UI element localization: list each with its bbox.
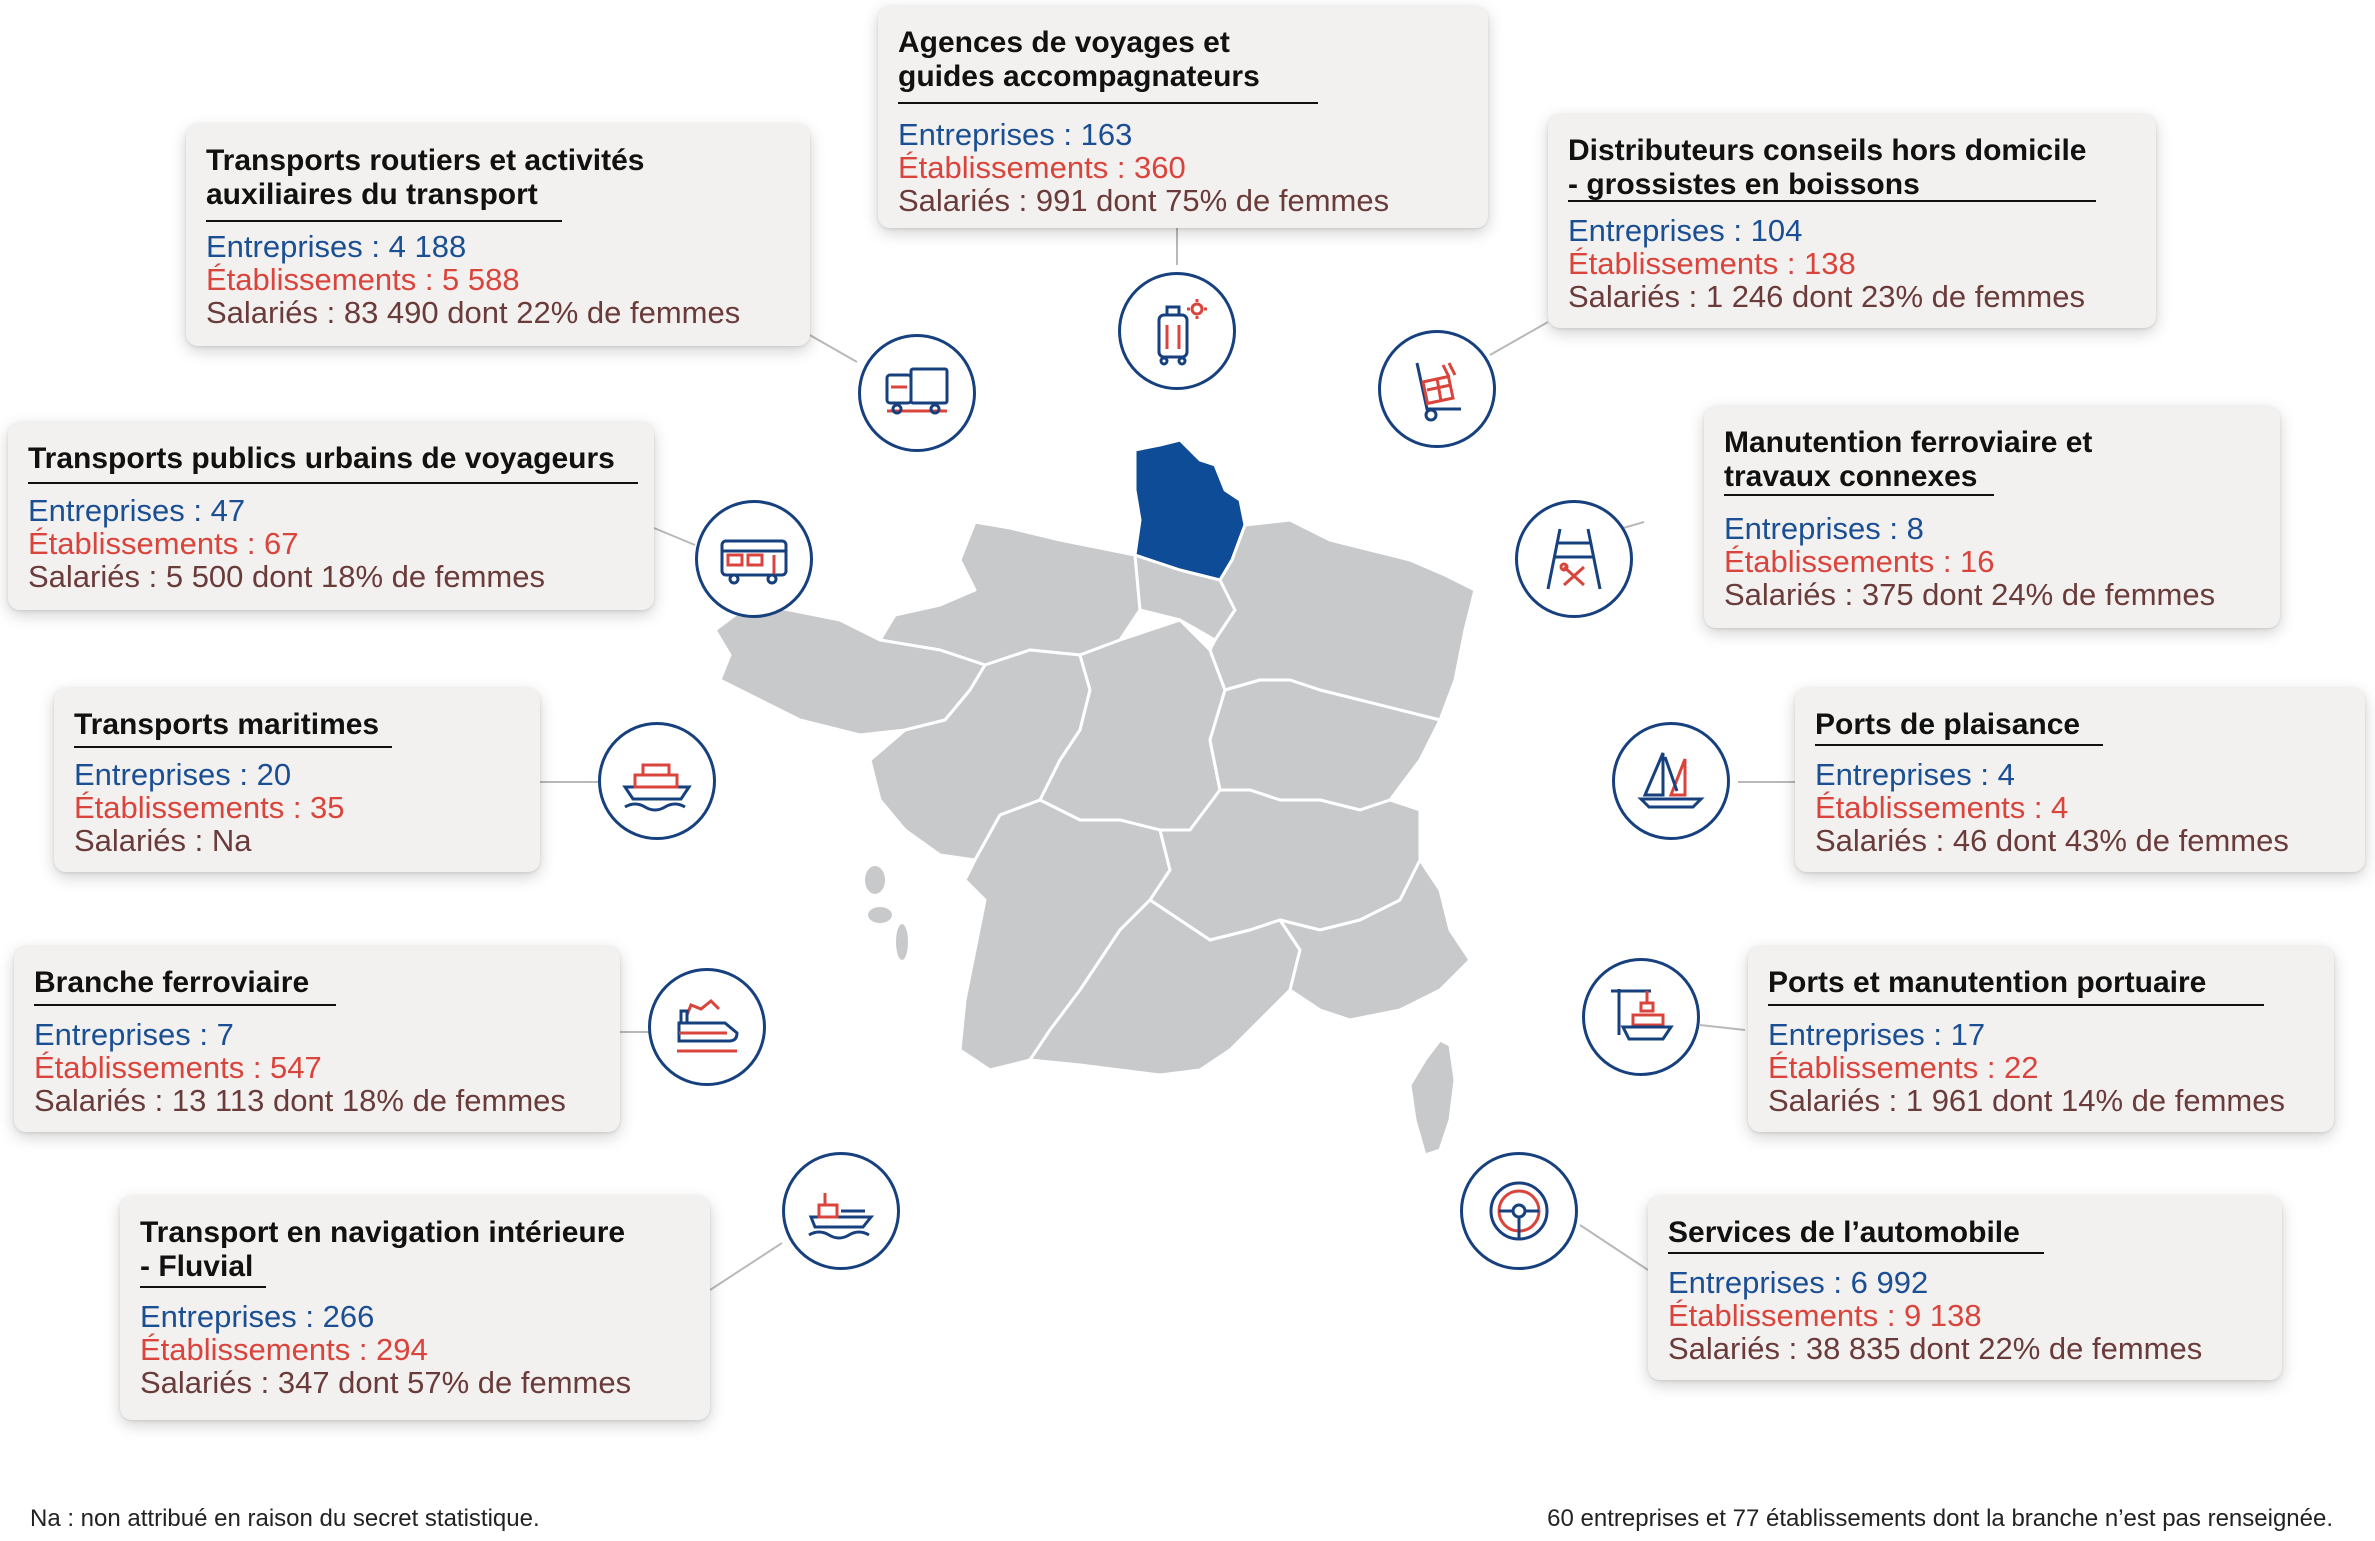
rail-tools-icon	[1515, 500, 1633, 618]
card-title: Ports et manutention portuaire	[1768, 966, 2207, 999]
hand-truck-icon	[1378, 330, 1496, 448]
card-title: Transports maritimes	[74, 708, 380, 741]
entreprises-count: Entreprises : 163	[898, 117, 1133, 152]
truck-icon	[858, 334, 976, 452]
entreprises-count: Entreprises : 266	[140, 1299, 375, 1334]
card-title: Transport en navigation intérieure	[140, 1216, 626, 1249]
etablissements-count: Établissements : 16	[1724, 544, 1995, 579]
card-title: - grossistes en boissons	[1568, 168, 1920, 201]
entreprises-count: Entreprises : 17	[1768, 1017, 1986, 1052]
card-portuaire: Ports et manutention portuaire Entrepris…	[1748, 946, 2334, 1132]
region-hauts-de-france	[1133, 438, 1247, 582]
salaries-count: Salariés : 83 490 dont 22% de femmes	[206, 295, 741, 330]
etablissements-count: Établissements : 294	[140, 1332, 428, 1367]
footnote-left: Na : non attribué en raison du secret st…	[30, 1505, 540, 1532]
entreprises-count: Entreprises : 104	[1568, 213, 1803, 248]
salaries-count: Salariés : 375 dont 24% de femmes	[1724, 577, 2216, 612]
card-title: travaux connexes	[1724, 460, 1978, 493]
card-title: Distributeurs conseils hors domicile	[1568, 134, 2087, 167]
etablissements-count: Établissements : 35	[74, 790, 345, 825]
salaries-count: Salariés : Na	[74, 823, 252, 858]
card-ferroviaire: Branche ferroviaire Entreprises : 7 Étab…	[14, 946, 620, 1132]
card-maritimes: Transports maritimes Entreprises : 20 Ét…	[54, 688, 540, 872]
salaries-count: Salariés : 1 246 dont 23% de femmes	[1568, 279, 2085, 314]
card-title: Manutention ferroviaire et	[1724, 426, 2093, 459]
card-urbains: Transports publics urbains de voyageurs …	[8, 422, 654, 610]
entreprises-count: Entreprises : 8	[1724, 511, 1924, 546]
card-fluvial: Transport en navigation intérieure - Fluv…	[120, 1196, 710, 1420]
footnote-right: 60 entreprises et 77 établissements dont…	[1547, 1505, 2333, 1532]
etablissements-count: Établissements : 547	[34, 1050, 322, 1085]
salaries-count: Salariés : 46 dont 43% de femmes	[1815, 823, 2289, 858]
sailboat-icon	[1612, 722, 1730, 840]
salaries-count: Salariés : 13 113 dont 18% de femmes	[34, 1083, 566, 1118]
salaries-count: Salariés : 5 500 dont 18% de femmes	[28, 559, 545, 594]
bus-icon	[695, 500, 813, 618]
card-title: Services de l’automobile	[1668, 1216, 2020, 1249]
region-paca	[1278, 858, 1472, 1022]
entreprises-count: Entreprises : 4 188	[206, 229, 467, 264]
salaries-count: Salariés : 1 961 dont 14% de femmes	[1768, 1083, 2285, 1118]
barge-icon	[782, 1152, 900, 1270]
etablissements-count: Établissements : 4	[1815, 790, 2069, 825]
card-title: Agences de voyages et	[898, 26, 1230, 59]
etablissements-count: Établissements : 67	[28, 526, 299, 561]
salaries-count: Salariés : 347 dont 57% de femmes	[140, 1365, 632, 1400]
etablissements-count: Établissements : 360	[898, 150, 1186, 185]
luggage-icon	[1118, 272, 1236, 390]
entreprises-count: Entreprises : 20	[74, 757, 292, 792]
card-distributeurs: Distributeurs conseils hors domicile - gr…	[1548, 114, 2156, 328]
etablissements-count: Établissements : 5 588	[206, 262, 520, 297]
cruise-ship-icon	[598, 722, 716, 840]
card-title: - Fluvial	[140, 1250, 254, 1283]
card-title: Ports de plaisance	[1815, 708, 2081, 741]
card-title: guides accompagnateurs	[898, 60, 1260, 93]
entreprises-count: Entreprises : 7	[34, 1017, 234, 1052]
card-plaisance: Ports de plaisance Entreprises : 4 Établ…	[1795, 688, 2365, 872]
card-title: auxiliaires du transport	[206, 178, 538, 211]
card-agences: Agences de voyages et guides accompagnate…	[878, 6, 1488, 228]
card-title: Transports publics urbains de voyageurs	[28, 442, 615, 475]
salaries-count: Salariés : 38 835 dont 22% de femmes	[1668, 1331, 2203, 1366]
card-automobile: Services de l’automobile Entreprises : 6…	[1648, 1196, 2282, 1380]
region-normandie	[878, 520, 1142, 667]
train-icon	[648, 968, 766, 1086]
entreprises-count: Entreprises : 47	[28, 493, 246, 528]
salaries-count: Salariés : 991 dont 75% de femmes	[898, 183, 1390, 218]
card-title: Branche ferroviaire	[34, 966, 310, 999]
port-crane-icon	[1582, 958, 1700, 1076]
etablissements-count: Établissements : 9 138	[1668, 1298, 1982, 1333]
entreprises-count: Entreprises : 6 992	[1668, 1265, 1929, 1300]
entreprises-count: Entreprises : 4	[1815, 757, 2015, 792]
card-routiers: Transports routiers et activités auxiliai…	[186, 124, 810, 346]
card-manutention: Manutention ferroviaire et travaux connex…	[1704, 406, 2280, 628]
card-title: Transports routiers et activités	[206, 144, 645, 177]
region-corse	[1408, 1038, 1457, 1157]
etablissements-count: Établissements : 138	[1568, 246, 1856, 281]
etablissements-count: Établissements : 22	[1768, 1050, 2039, 1085]
steering-wheel-icon	[1460, 1152, 1578, 1270]
